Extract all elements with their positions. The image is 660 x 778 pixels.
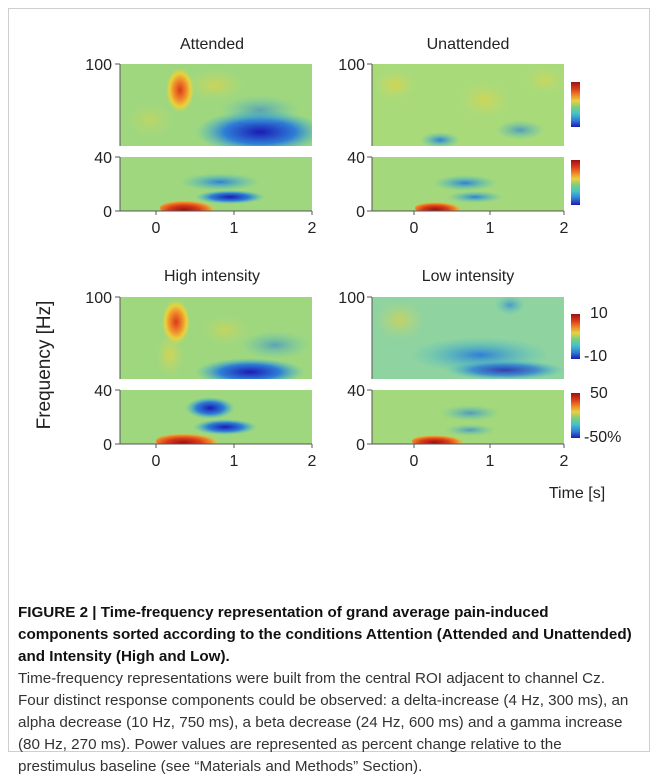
- x-tick-label: 0: [410, 220, 419, 237]
- caption-title: FIGURE 2 | Time-frequency representation…: [18, 604, 632, 665]
- x-tick-label: 2: [308, 453, 317, 470]
- heatmap-unattended-low: [372, 157, 564, 211]
- colorbar-min-label: -10: [584, 348, 607, 365]
- y-tick-label: 0: [103, 204, 112, 221]
- y-tick-label: 100: [85, 57, 112, 74]
- y-tick-label: 100: [85, 290, 112, 307]
- heatmap-low-intensity-high: [372, 297, 564, 379]
- colorbar-top-high: [571, 82, 580, 127]
- x-tick-label: 1: [230, 220, 239, 237]
- axes-low-intensity: [367, 296, 565, 448]
- x-tick-label: 2: [308, 220, 317, 237]
- x-tick-label: 0: [410, 453, 419, 470]
- axes-attended: [115, 63, 313, 215]
- y-axis-label: Frequency [Hz]: [34, 301, 55, 430]
- axes-high-intensity: [115, 296, 313, 448]
- x-tick-label: 2: [560, 220, 569, 237]
- y-tick-label: 0: [356, 204, 365, 221]
- panel-title-high-intensity: High intensity: [164, 268, 260, 285]
- x-tick-label: 0: [152, 453, 161, 470]
- x-tick-label: 1: [230, 453, 239, 470]
- x-tick-label: 0: [152, 220, 161, 237]
- y-tick-label: 40: [94, 150, 112, 167]
- panel-title-attended: Attended: [180, 36, 244, 53]
- heatmap-attended-high: [120, 64, 312, 146]
- y-tick-label: 40: [347, 383, 365, 400]
- y-tick-label: 40: [94, 383, 112, 400]
- heatmap-attended-low: [120, 157, 312, 211]
- colorbar-top-low: [571, 160, 580, 205]
- panel-title-low-intensity: Low intensity: [422, 268, 515, 285]
- colorbar-high-freq: [571, 314, 580, 359]
- x-tick-label: 1: [486, 453, 495, 470]
- heatmap-low-intensity-low: [372, 390, 564, 444]
- heatmap-unattended-high: [372, 64, 564, 146]
- x-tick-label: 2: [560, 453, 569, 470]
- panel-title-unattended: Unattended: [427, 36, 510, 53]
- x-tick-label: 1: [486, 220, 495, 237]
- colorbar-low-freq: [571, 393, 580, 438]
- y-tick-label: 0: [103, 437, 112, 454]
- y-tick-label: 0: [356, 437, 365, 454]
- colorbar-max-label: 10: [590, 305, 608, 322]
- figure-graphic: Attended Unattended High intensity Low i…: [34, 36, 621, 502]
- heatmap-high-intensity-low: [120, 390, 312, 444]
- colorbar-max-label: 50: [590, 385, 608, 402]
- y-tick-label: 40: [347, 150, 365, 167]
- colorbar-min-label: -50%: [584, 429, 621, 446]
- figure-caption: FIGURE 2 | Time-frequency representation…: [18, 602, 640, 778]
- y-tick-label: 100: [338, 57, 365, 74]
- x-axis-label: Time [s]: [549, 485, 605, 502]
- caption-body: Time-frequency representations were buil…: [18, 670, 629, 775]
- heatmap-high-intensity-high: [120, 297, 312, 379]
- y-tick-label: 100: [338, 290, 365, 307]
- axes-unattended: [367, 63, 565, 215]
